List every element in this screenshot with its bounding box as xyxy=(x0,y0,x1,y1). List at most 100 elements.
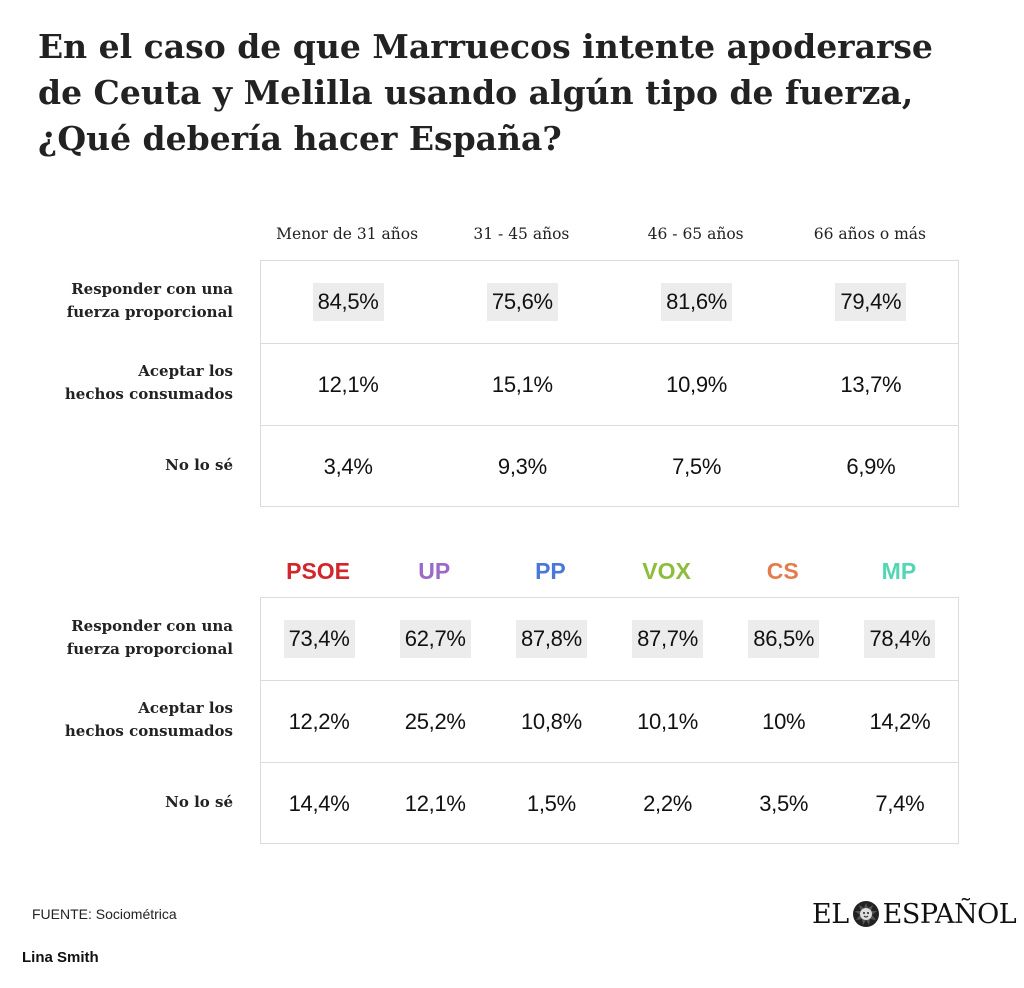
table-row: 14,4% 12,1% 1,5% 2,2% 3,5% 7,4% xyxy=(261,762,958,844)
table-cell: 25,2% xyxy=(377,681,493,762)
row-label-line: Responder con una xyxy=(71,617,233,635)
row-label: Aceptar los hechos consumados xyxy=(20,697,233,743)
table-cell: 14,2% xyxy=(842,681,958,762)
table-cell: 15,1% xyxy=(435,344,609,425)
party-column-header: UP xyxy=(418,558,451,584)
table-cell: 10,8% xyxy=(493,681,609,762)
cell-value: 7,4% xyxy=(875,790,925,816)
table-cell: 6,9% xyxy=(784,426,958,507)
cell-value: 10,8% xyxy=(520,708,582,734)
table-cell: 12,2% xyxy=(261,681,377,762)
row-label: Aceptar los hechos consumados xyxy=(20,360,233,406)
party-column-header: CS xyxy=(766,558,799,584)
table-cell: 7,5% xyxy=(610,426,784,507)
cell-value: 3,5% xyxy=(759,790,809,816)
row-label-line: Aceptar los xyxy=(138,699,233,717)
table-cell: 73,4% xyxy=(261,598,377,679)
cell-value: 86,5% xyxy=(748,619,820,658)
el-espanol-logo: EL ESPAÑOL xyxy=(812,897,1017,931)
row-label-line: No lo sé xyxy=(165,455,233,474)
cell-value: 2,2% xyxy=(643,790,693,816)
cell-value: 79,4% xyxy=(835,282,907,321)
cell-value: 14,2% xyxy=(869,708,931,734)
row-label-line: hechos consumados xyxy=(64,385,233,403)
cell-value: 10,1% xyxy=(637,708,699,734)
cell-value: 12,1% xyxy=(317,371,379,397)
party-grid: 73,4% 62,7% 87,8% 87,7% 86,5% 78,4% 12,2% 25,2%… xyxy=(260,597,959,844)
row-label-line: No lo sé xyxy=(165,792,233,811)
table-cell: 87,8% xyxy=(493,598,609,679)
table-cell: 87,7% xyxy=(610,598,726,679)
cell-value: 87,7% xyxy=(632,619,704,658)
row-label-line: Responder con una xyxy=(71,280,233,298)
cell-value: 78,4% xyxy=(864,619,936,658)
row-label: No lo sé xyxy=(20,454,233,477)
cell-value: 15,1% xyxy=(491,371,553,397)
source-note: FUENTE: Sociométrica xyxy=(32,906,177,922)
cell-value: 7,5% xyxy=(672,453,722,479)
table-cell: 3,4% xyxy=(261,426,435,507)
author-credit: Lina Smith xyxy=(22,949,99,966)
table-cell: 14,4% xyxy=(261,763,377,844)
table-row: 73,4% 62,7% 87,8% 87,7% 86,5% 78,4% xyxy=(261,598,958,679)
row-label-line: Aceptar los xyxy=(138,362,233,380)
age-column-headers: Menor de 31 años 31 - 45 años 46 - 65 años… xyxy=(260,214,958,254)
cell-value: 1,5% xyxy=(526,790,576,816)
row-label: Responder con una fuerza proporcional xyxy=(20,278,233,324)
cell-value: 75,6% xyxy=(486,282,558,321)
chart-title: En el caso de que Marruecos intente apod… xyxy=(38,27,933,158)
table-row: 12,1% 15,1% 10,9% 13,7% xyxy=(261,343,958,425)
table-cell: 78,4% xyxy=(842,598,958,679)
age-column-header: 46 - 65 años xyxy=(647,225,744,243)
table-cell: 7,4% xyxy=(842,763,958,844)
table-cell: 13,7% xyxy=(784,344,958,425)
cell-value: 14,4% xyxy=(288,790,350,816)
table-cell: 3,5% xyxy=(726,763,842,844)
table-cell: 12,1% xyxy=(261,344,435,425)
party-column-headers: PSOE UP PP VOX CS MP xyxy=(260,551,958,591)
table-cell: 2,2% xyxy=(610,763,726,844)
table-cell: 10,9% xyxy=(610,344,784,425)
cell-value: 10% xyxy=(762,708,806,734)
table-cell: 9,3% xyxy=(435,426,609,507)
table-cell: 75,6% xyxy=(435,261,609,342)
row-label: Responder con una fuerza proporcional xyxy=(20,615,233,661)
cell-value: 13,7% xyxy=(840,371,902,397)
cell-value: 10,9% xyxy=(666,371,728,397)
table-cell: 86,5% xyxy=(726,598,842,679)
age-column-header: 66 años o más xyxy=(813,225,926,243)
table-cell: 10,1% xyxy=(610,681,726,762)
table-cell: 62,7% xyxy=(377,598,493,679)
party-column-header: PP xyxy=(535,558,566,584)
logo-text-right: ESPAÑOL xyxy=(882,898,1017,930)
party-column-header: PSOE xyxy=(286,558,351,584)
cell-value: 73,4% xyxy=(283,619,355,658)
party-column-header: MP xyxy=(881,558,917,584)
age-column-header: 31 - 45 años xyxy=(473,225,570,243)
cell-value: 3,4% xyxy=(323,453,373,479)
table-row: 84,5% 75,6% 81,6% 79,4% xyxy=(261,261,958,342)
party-column-header: VOX xyxy=(642,558,691,584)
table-cell: 84,5% xyxy=(261,261,435,342)
table-row: 12,2% 25,2% 10,8% 10,1% 10% 14,2% xyxy=(261,680,958,762)
row-label: No lo sé xyxy=(20,791,233,814)
cell-value: 12,1% xyxy=(404,790,466,816)
table-cell: 81,6% xyxy=(610,261,784,342)
table-cell: 1,5% xyxy=(493,763,609,844)
table-row: 3,4% 9,3% 7,5% 6,9% xyxy=(261,425,958,507)
row-label-line: hechos consumados xyxy=(64,722,233,740)
cell-value: 84,5% xyxy=(312,282,384,321)
lion-head-icon xyxy=(852,901,879,927)
table-cell: 79,4% xyxy=(784,261,958,342)
table-cell: 12,1% xyxy=(377,763,493,844)
row-label-line: fuerza proporcional xyxy=(66,640,233,658)
cell-value: 81,6% xyxy=(661,282,733,321)
cell-value: 12,2% xyxy=(288,708,350,734)
cell-value: 6,9% xyxy=(846,453,896,479)
cell-value: 9,3% xyxy=(497,453,547,479)
row-label-line: fuerza proporcional xyxy=(66,303,233,321)
age-column-header: Menor de 31 años xyxy=(276,225,419,243)
cell-value: 25,2% xyxy=(404,708,466,734)
cell-value: 87,8% xyxy=(515,619,587,658)
cell-value: 62,7% xyxy=(399,619,471,658)
